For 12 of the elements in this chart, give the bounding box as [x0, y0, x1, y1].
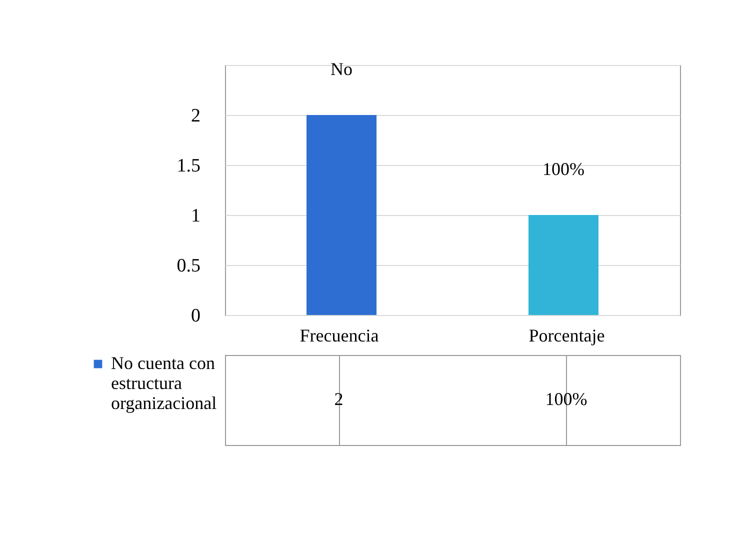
x-tick-label: Porcentaje — [528, 326, 605, 346]
data-label: 100% — [545, 389, 588, 409]
y-tick-label: 0.5 — [176, 256, 200, 276]
legend-label: No cuenta con estructura organizacional — [111, 353, 217, 413]
y-tick-label: 2 — [191, 106, 200, 126]
data-label: 2 — [334, 389, 344, 409]
x-tick-label: Frecuencia — [300, 326, 379, 346]
annotation: 100% — [542, 159, 584, 179]
annotation: No — [330, 59, 353, 79]
y-tick-label: 0 — [191, 306, 200, 326]
y-tick-label: 1.5 — [176, 156, 200, 176]
y-tick-label: 1 — [191, 206, 200, 226]
